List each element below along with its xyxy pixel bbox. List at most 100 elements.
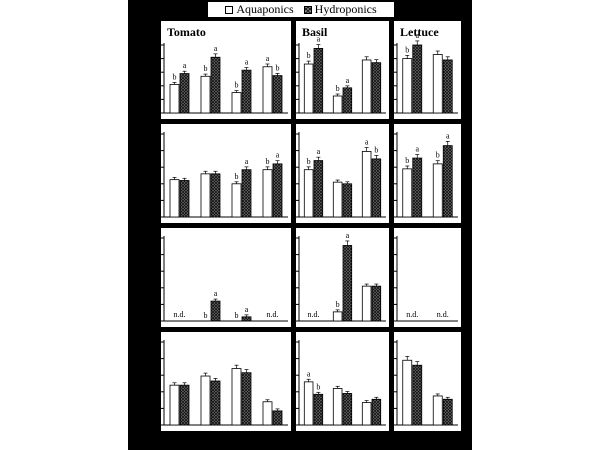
significance-letter: b: [235, 81, 239, 90]
not-detected-label: n.d.: [308, 310, 320, 319]
bar-aquaponics: [332, 95, 343, 114]
bar-aquaponics: [303, 63, 314, 114]
significance-letter: a: [307, 369, 311, 378]
not-detected-label: n.d.: [267, 310, 279, 319]
bar-aquaponics: [303, 169, 314, 218]
bar-hydroponics: [179, 73, 190, 114]
bar-aquaponics: [432, 163, 443, 218]
bar-hydroponics: [210, 300, 221, 322]
bar-aquaponics: [200, 173, 211, 218]
panel-lettuce-row1: Lettuce ba: [394, 21, 461, 119]
bar-hydroponics: [179, 384, 190, 426]
bar-aquaponics: [262, 169, 273, 218]
bar-hydroponics: [412, 44, 423, 114]
bar-aquaponics: [231, 368, 242, 426]
bar-hydroponics: [313, 393, 324, 426]
bar-hydroponics: [342, 87, 353, 114]
bar-aquaponics: [231, 92, 242, 114]
panel-title: Basil: [302, 25, 328, 39]
significance-letter: a: [446, 131, 450, 140]
significance-letter: a: [245, 157, 249, 166]
significance-letter: a: [317, 35, 321, 44]
bar-hydroponics: [442, 145, 453, 218]
bar-hydroponics: [313, 160, 324, 218]
bar-hydroponics: [371, 158, 382, 218]
bar-aquaponics: [402, 58, 413, 114]
panel-tomato-row4: [161, 332, 291, 431]
significance-letter: b: [276, 63, 280, 72]
bar-hydroponics: [342, 393, 353, 426]
bar-aquaponics: [361, 402, 372, 426]
bar-aquaponics: [332, 388, 343, 426]
hydroponics-swatch-icon: [303, 5, 312, 14]
significance-letter: b: [336, 300, 340, 309]
bar-aquaponics: [361, 151, 372, 218]
bar-aquaponics: [402, 359, 413, 426]
significance-letter: b: [316, 382, 320, 391]
not-detected-label: n.d.: [406, 310, 418, 319]
legend-label-aquaponics: Aquaponics: [236, 2, 294, 16]
aquaponics-swatch-icon: [225, 5, 234, 14]
bar-hydroponics: [342, 245, 353, 322]
significance-letter: b: [405, 45, 409, 54]
significance-letter: a: [415, 31, 419, 40]
significance-letter: a: [214, 289, 218, 298]
bar-aquaponics: [231, 183, 242, 218]
panel-title: Tomato: [167, 25, 206, 39]
panel-frame: [394, 228, 461, 327]
significance-letter: b: [436, 151, 440, 160]
legend: Aquaponics Hydroponics: [208, 2, 394, 17]
significance-letter: a: [245, 58, 249, 67]
bar-hydroponics: [313, 48, 324, 114]
bar-aquaponics: [332, 181, 343, 218]
significance-letter: b: [204, 64, 208, 73]
bar-hydroponics: [412, 157, 423, 218]
bar-aquaponics: [361, 285, 372, 322]
bar-aquaponics: [169, 384, 180, 426]
significance-letter: a: [245, 305, 249, 314]
bar-hydroponics: [241, 372, 252, 426]
significance-letter: a: [183, 61, 187, 70]
significance-letter: b: [374, 145, 378, 154]
bar-hydroponics: [179, 180, 190, 218]
significance-letter: b: [405, 156, 409, 165]
bar-hydroponics: [342, 183, 353, 218]
panel-basil-row3: n.d. b a: [296, 228, 389, 327]
significance-letter: b: [204, 311, 208, 320]
bar-aquaponics: [262, 401, 273, 426]
significance-letter: b: [307, 157, 311, 166]
panel-lettuce-row4: [394, 332, 461, 431]
bar-hydroponics: [272, 410, 283, 426]
significance-letter: b: [336, 84, 340, 93]
bar-hydroponics: [241, 69, 252, 114]
significance-letter: b: [235, 172, 239, 181]
bar-aquaponics: [262, 66, 273, 114]
significance-letter: a: [276, 151, 280, 160]
bar-hydroponics: [210, 173, 221, 218]
bar-hydroponics: [241, 316, 252, 322]
bar-aquaponics: [361, 59, 372, 114]
panel-tomato-row2: ba ba: [161, 124, 291, 223]
bar-hydroponics: [371, 398, 382, 426]
bar-aquaponics: [432, 54, 443, 114]
bar-hydroponics: [442, 398, 453, 426]
panel-title: Lettuce: [400, 25, 439, 39]
bar-hydroponics: [210, 56, 221, 114]
significance-letter: a: [266, 54, 270, 63]
bar-hydroponics: [241, 169, 252, 218]
not-detected-label: n.d.: [174, 310, 186, 319]
significance-letter: b: [235, 311, 239, 320]
bar-aquaponics: [169, 179, 180, 218]
significance-letter: a: [415, 145, 419, 154]
bar-aquaponics: [402, 168, 413, 218]
legend-item-hydroponics: Hydroponics: [303, 2, 377, 17]
not-detected-label: n.d.: [437, 310, 449, 319]
bar-hydroponics: [210, 380, 221, 426]
bar-hydroponics: [442, 59, 453, 114]
bar-hydroponics: [272, 75, 283, 114]
